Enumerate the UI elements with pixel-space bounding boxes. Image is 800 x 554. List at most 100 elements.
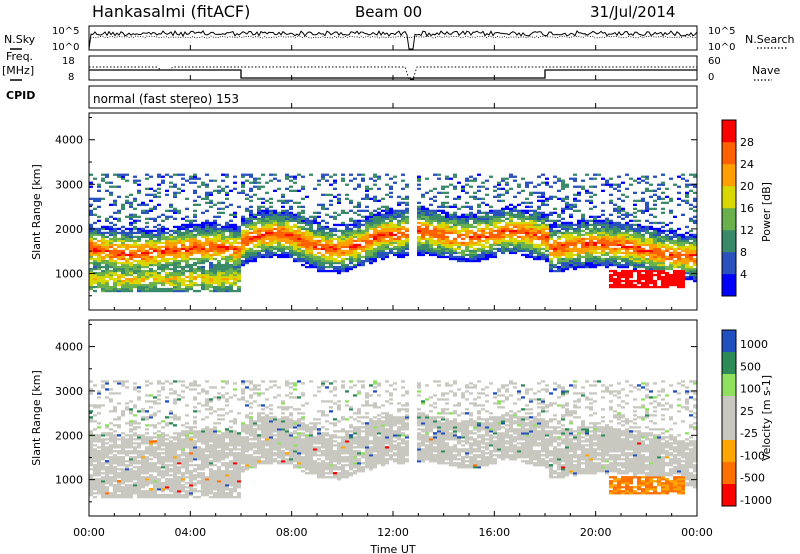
power-cell xyxy=(233,187,237,190)
power-cell xyxy=(365,241,369,245)
power-cell xyxy=(285,235,289,239)
power-cell xyxy=(389,215,393,218)
power-cell xyxy=(557,229,561,233)
power-cell xyxy=(365,193,369,196)
power-cell xyxy=(129,277,133,281)
power-cell xyxy=(441,223,445,227)
power-cell xyxy=(669,273,673,277)
power-cell xyxy=(97,247,101,251)
power-cell xyxy=(509,187,513,190)
power-cell xyxy=(293,215,297,218)
velocity-cell xyxy=(137,486,141,489)
power-cell xyxy=(581,247,585,251)
power-cell xyxy=(573,177,577,180)
power-cell xyxy=(333,195,337,198)
power-cell xyxy=(193,271,197,275)
power-cell xyxy=(213,275,217,279)
power-cell xyxy=(417,229,421,233)
power-cell xyxy=(389,249,393,253)
power-cell xyxy=(205,275,209,279)
power-cell xyxy=(321,259,325,263)
power-cell xyxy=(417,247,421,251)
power-cell xyxy=(621,227,625,231)
power-cell xyxy=(549,195,553,198)
power-cell xyxy=(653,251,657,255)
power-cell xyxy=(653,229,657,233)
power-cell xyxy=(245,251,249,255)
power-cell xyxy=(549,253,553,257)
power-cell xyxy=(529,225,533,229)
power-cell xyxy=(557,215,561,218)
velocity-cell xyxy=(89,482,93,485)
velocity-cell xyxy=(137,390,141,393)
power-cell xyxy=(105,281,109,285)
power-cell xyxy=(393,229,397,233)
velocity-cell xyxy=(105,460,109,463)
velocity-cell xyxy=(93,474,97,477)
power-cell xyxy=(433,251,437,255)
power-cell xyxy=(125,199,129,202)
power-cell xyxy=(101,289,105,293)
power-cell xyxy=(93,267,97,271)
velocity-cell xyxy=(137,444,141,447)
power-cell xyxy=(457,231,461,235)
power-cell xyxy=(605,253,609,257)
power-cell xyxy=(205,257,209,261)
power-cell xyxy=(685,231,689,235)
velocity-cell xyxy=(89,430,93,433)
power-cell xyxy=(593,261,597,265)
power-cell xyxy=(369,213,373,216)
velocity-cell xyxy=(113,466,117,469)
velocity-cell xyxy=(141,436,145,439)
velocity-cell xyxy=(153,452,157,455)
power-cell xyxy=(277,227,281,231)
power-cell xyxy=(201,275,205,279)
power-cell xyxy=(297,247,301,251)
power-cell xyxy=(265,209,269,212)
power-cell xyxy=(293,257,297,261)
power-cell xyxy=(129,231,133,235)
power-cell xyxy=(193,249,197,253)
power-cell xyxy=(401,187,405,190)
power-cell xyxy=(285,209,289,212)
power-cell xyxy=(657,247,661,251)
velocity-cell xyxy=(117,402,121,405)
power-cell xyxy=(473,221,477,225)
power-cell xyxy=(397,227,401,231)
velocity-cell xyxy=(89,392,93,395)
power-cell xyxy=(689,235,693,239)
power-cell xyxy=(233,215,237,218)
power-cell xyxy=(473,179,477,182)
power-cell xyxy=(229,285,233,289)
power-cell xyxy=(605,217,609,220)
power-cell xyxy=(585,257,589,261)
power-cell xyxy=(89,287,93,291)
power-cell xyxy=(541,173,545,176)
power-cell xyxy=(425,249,429,253)
power-cell xyxy=(537,231,541,235)
power-cell xyxy=(441,251,445,255)
power-cell xyxy=(565,261,569,265)
power-cell xyxy=(217,283,221,287)
power-cell xyxy=(305,237,309,241)
power-cell xyxy=(477,173,481,176)
power-cell xyxy=(577,257,581,261)
velocity-cell xyxy=(145,380,149,383)
power-cell xyxy=(385,241,389,245)
power-cell xyxy=(613,235,617,239)
power-cell xyxy=(293,249,297,253)
power-cell xyxy=(173,275,177,279)
power-cell xyxy=(233,225,237,229)
velocity-cell xyxy=(153,402,157,405)
power-cell xyxy=(329,203,333,206)
power-cell xyxy=(105,283,109,287)
power-cell xyxy=(569,213,573,216)
velocity-cell xyxy=(117,496,121,499)
power-cell xyxy=(241,233,245,237)
power-cell xyxy=(665,279,669,283)
power-cell xyxy=(373,217,377,220)
nsky-label: N.Sky xyxy=(4,33,36,46)
power-cell xyxy=(617,263,621,267)
velocity-cell xyxy=(105,452,109,455)
power-cell xyxy=(625,221,629,225)
